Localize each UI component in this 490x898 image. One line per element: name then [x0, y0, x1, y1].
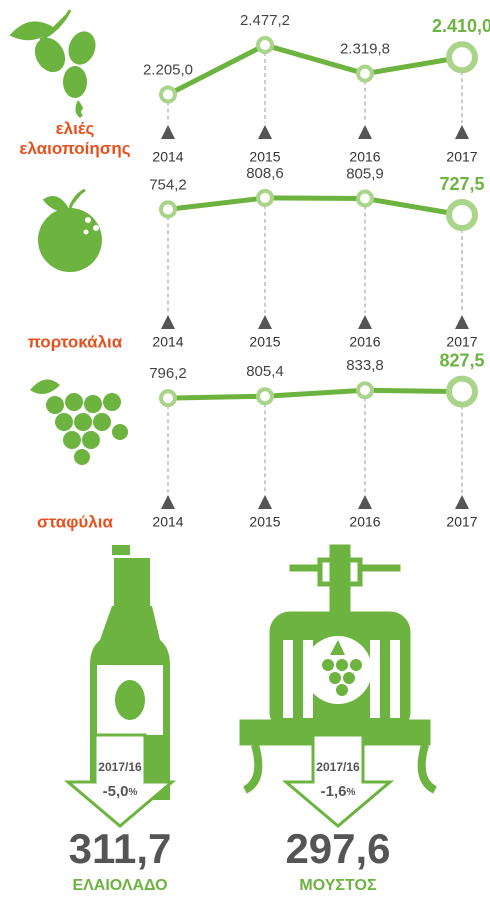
- stat-label: ΕΛΑΙΟΛΑΔΟ: [72, 877, 167, 894]
- value-label: 754,2: [149, 176, 187, 193]
- change-value: -5,0: [103, 783, 129, 800]
- point: [161, 202, 175, 216]
- down-arrow: [286, 735, 390, 826]
- x-tick-label: 2016: [349, 149, 380, 165]
- change-unit: %: [346, 787, 355, 798]
- point: [258, 38, 272, 52]
- x-tick-label: 2016: [349, 334, 380, 350]
- series-label: πορτοκάλια: [28, 332, 123, 351]
- point: [258, 191, 272, 205]
- point: [161, 88, 175, 102]
- x-tick-arrow: [358, 315, 372, 329]
- value-label: 808,6: [246, 165, 284, 182]
- point: [449, 202, 475, 228]
- value-label: 727,5: [439, 174, 484, 194]
- value-label: 827,5: [439, 350, 484, 370]
- x-tick-label: 2015: [249, 149, 280, 165]
- value-label: 833,8: [346, 357, 384, 374]
- value-label: 2.205,0: [143, 62, 193, 79]
- value-label: 2.477,2: [240, 12, 290, 29]
- line: [168, 198, 462, 215]
- stat-value: 297,6: [285, 825, 390, 872]
- x-tick-arrow: [258, 315, 272, 329]
- grapes-icon: [30, 380, 128, 465]
- x-tick-arrow: [161, 125, 175, 139]
- x-tick-label: 2014: [152, 149, 183, 165]
- line: [168, 45, 462, 94]
- x-tick-label: 2016: [349, 514, 380, 530]
- x-tick-arrow: [455, 315, 469, 329]
- x-tick-arrow: [258, 125, 272, 139]
- x-tick-label: 2017: [446, 514, 477, 530]
- value-label: 805,9: [346, 165, 384, 182]
- value-label: 796,2: [149, 365, 187, 382]
- olive-icon: [12, 10, 100, 118]
- period: 2017/16: [98, 760, 142, 774]
- x-tick-arrow: [161, 315, 175, 329]
- point: [358, 191, 372, 205]
- stat-value: 311,7: [69, 825, 172, 872]
- value-label: 2.410,0: [432, 16, 490, 36]
- point: [258, 389, 272, 403]
- x-tick-arrow: [258, 495, 272, 509]
- x-tick-label: 2017: [446, 149, 477, 165]
- orange-icon: [38, 190, 102, 272]
- x-tick-label: 2014: [152, 334, 183, 350]
- point: [161, 391, 175, 405]
- stat-label: ΜΟΥΣΤΟΣ: [299, 877, 377, 894]
- x-tick-label: 2015: [249, 514, 280, 530]
- x-tick-label: 2017: [446, 334, 477, 350]
- x-tick-label: 2015: [249, 334, 280, 350]
- x-tick-arrow: [358, 495, 372, 509]
- point: [449, 379, 475, 405]
- x-tick-arrow: [455, 125, 469, 139]
- point: [358, 383, 372, 397]
- series-label: σταφύλια: [37, 512, 113, 531]
- change-unit: %: [128, 787, 137, 798]
- infographic: 2017/16 -5,0% 311,7 ΕΛΑΙΟΛΑΔΟ 2017/16 -1,6% 29…: [0, 0, 490, 898]
- point: [358, 67, 372, 81]
- line: [168, 390, 462, 398]
- value-label: 2.319,8: [340, 41, 390, 58]
- x-tick-arrow: [358, 125, 372, 139]
- stats: 2017/16 -5,0% 311,7 ΕΛΑΙΟΛΑΔΟ 2017/16 -1,6% 29…: [68, 735, 391, 894]
- x-tick-arrow: [455, 495, 469, 509]
- point: [449, 44, 475, 70]
- value-label: 805,4: [246, 363, 284, 380]
- change-value: -1,6: [321, 783, 347, 800]
- period: 2017/16: [316, 760, 360, 774]
- x-tick-arrow: [161, 495, 175, 509]
- x-tick-label: 2014: [152, 514, 183, 530]
